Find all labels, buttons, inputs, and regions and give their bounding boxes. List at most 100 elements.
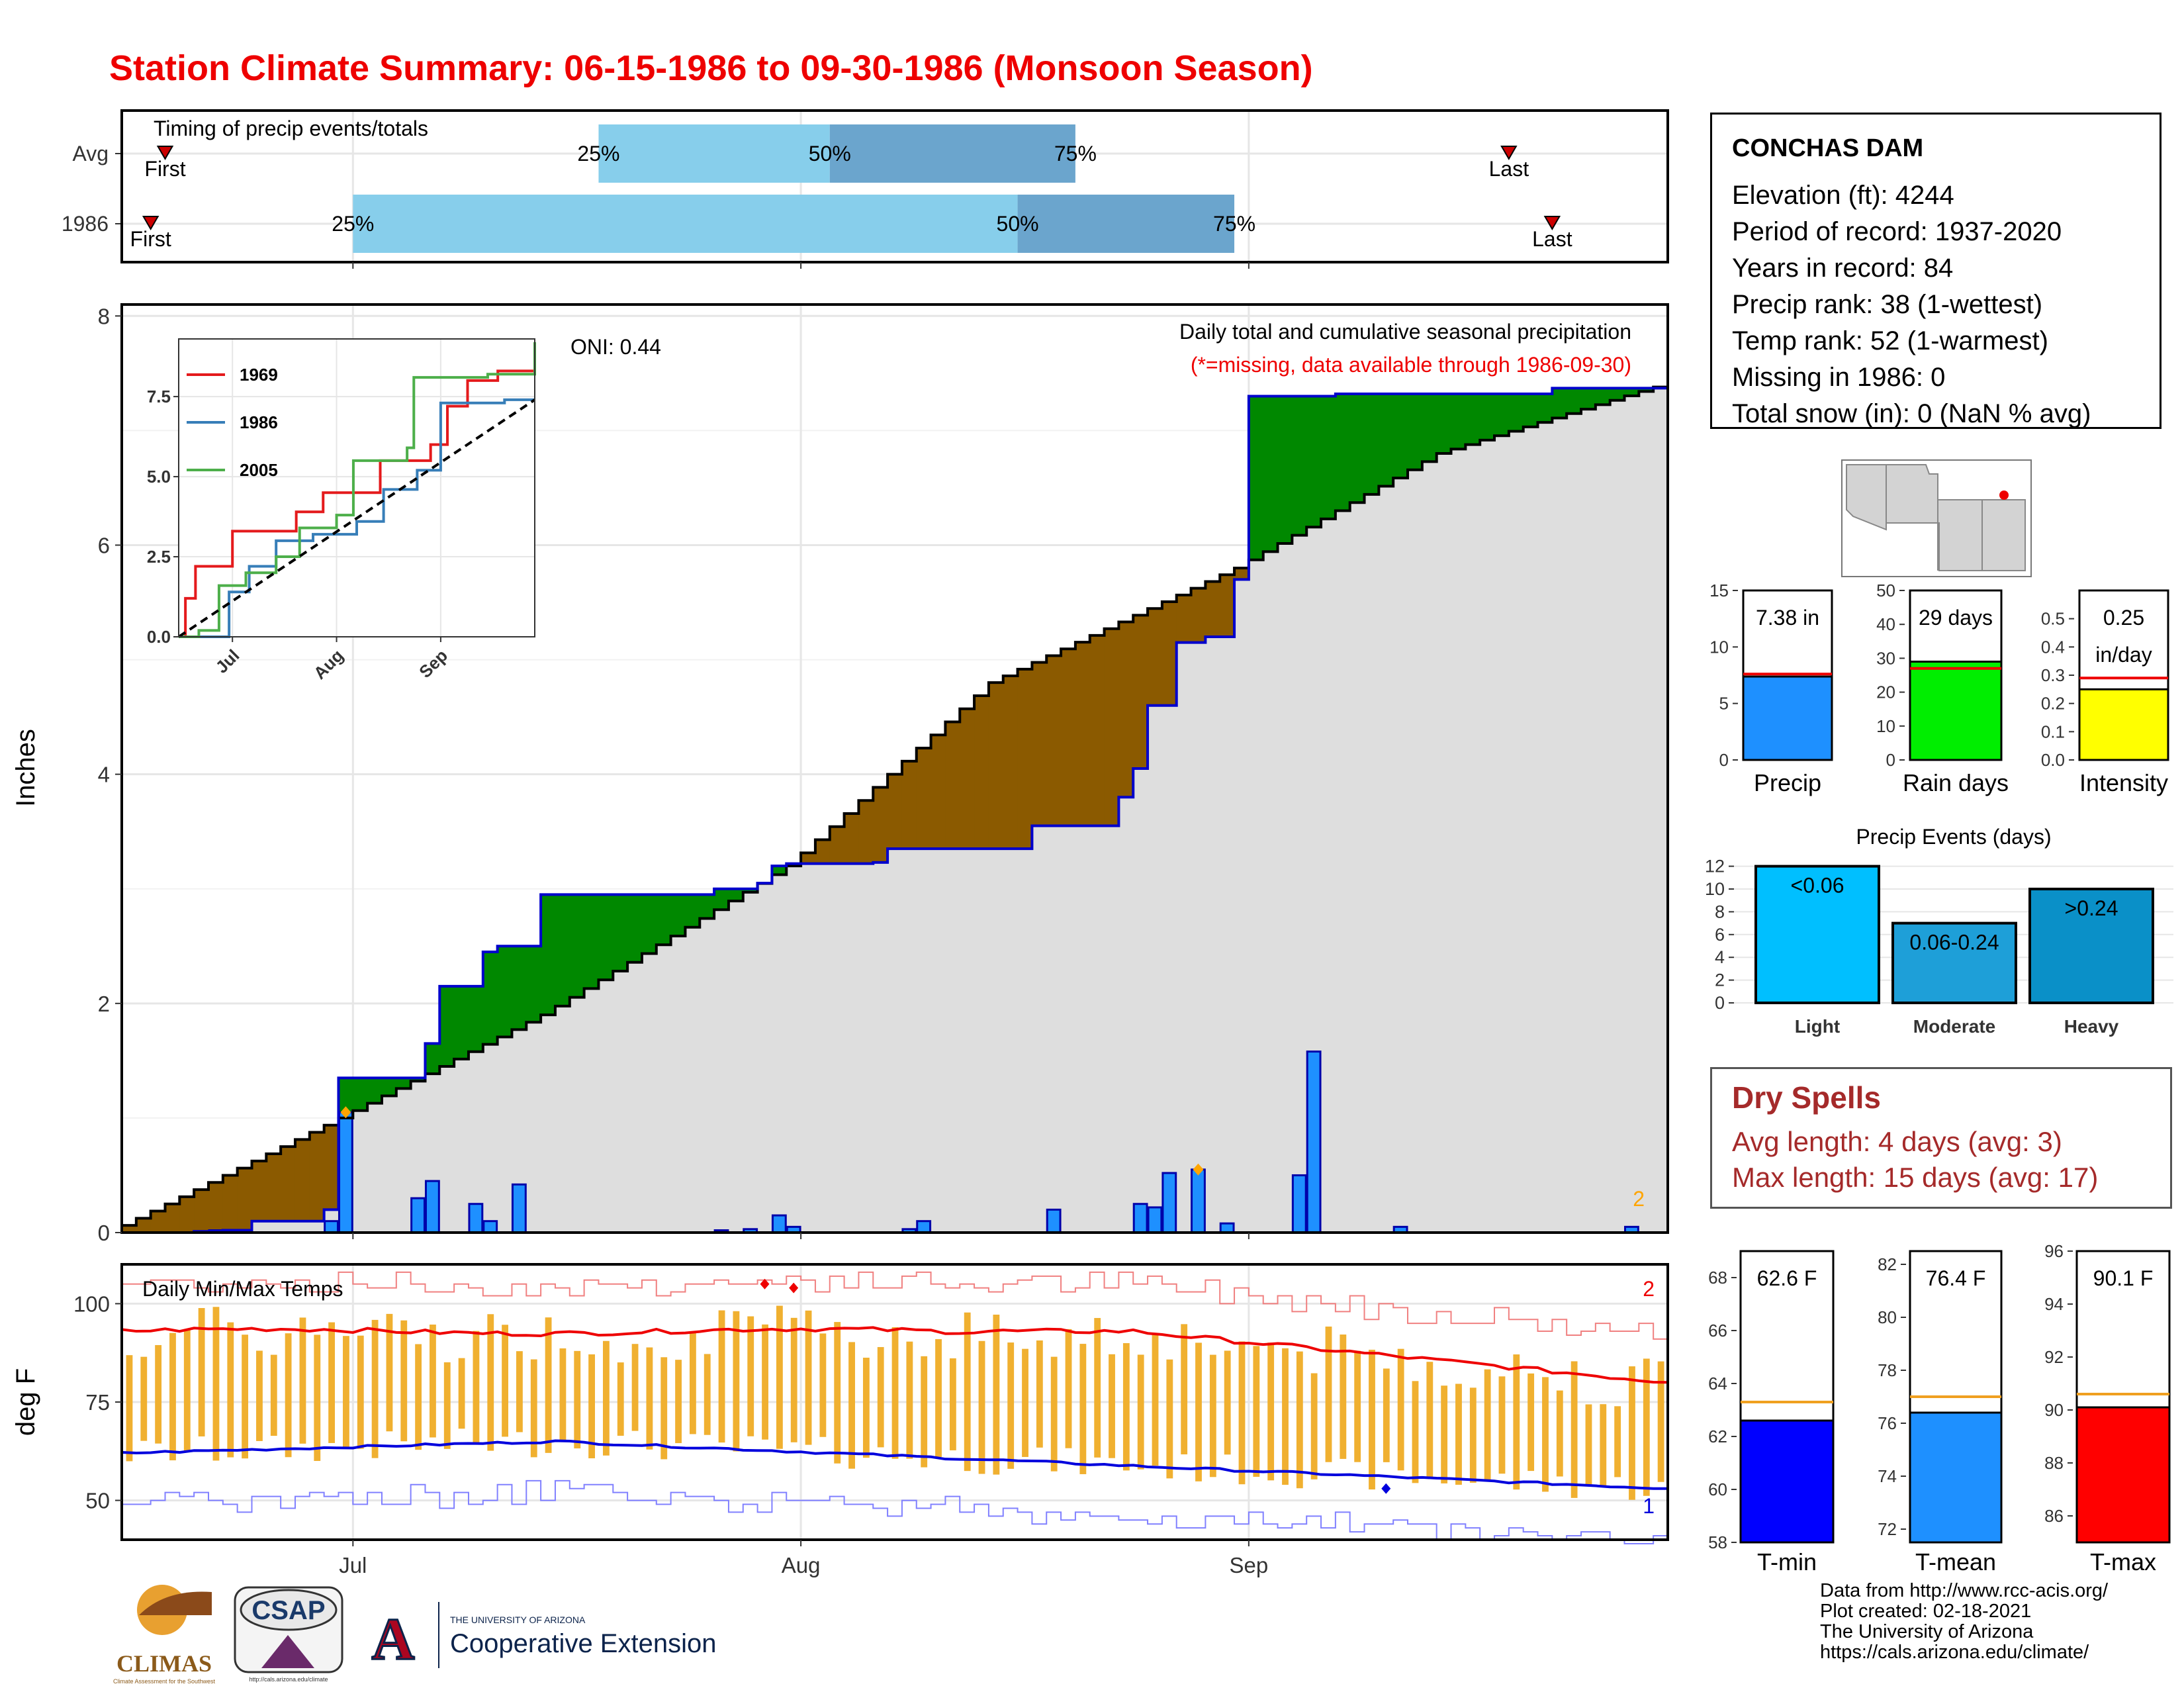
timing-frame — [120, 109, 1669, 263]
temp-range-bar — [1484, 1369, 1491, 1480]
temp-range-bar — [1036, 1340, 1043, 1448]
info-period: Period of record: 1937-2020 — [1732, 217, 2062, 246]
avg-cumulative-line — [122, 385, 1668, 1227]
summary-bar-value: 0.25 — [2103, 606, 2144, 630]
deficit-area — [1148, 608, 1163, 706]
surplus-area — [1465, 394, 1480, 445]
surplus-area — [1523, 394, 1539, 427]
temp-range-bar — [689, 1331, 696, 1434]
temp-range-bar — [1166, 1359, 1173, 1479]
surplus-area — [1263, 396, 1279, 552]
temp-range-bar — [1050, 1356, 1058, 1472]
temp-range-bar — [256, 1350, 263, 1441]
daily-precip-bar — [1191, 1168, 1206, 1234]
temp-count-max: 2 — [1643, 1277, 1655, 1301]
year-cumulative-line — [122, 387, 1668, 1234]
inset-bg — [179, 339, 535, 637]
temp-range-bar — [776, 1305, 783, 1449]
surplus-area — [1379, 394, 1394, 487]
daily-precip-bar — [771, 1214, 787, 1234]
surplus-area — [1624, 388, 1639, 397]
deficit-area — [1234, 568, 1250, 580]
timing-q25-label: 25% — [332, 212, 374, 236]
surplus-area — [1508, 394, 1524, 432]
daily-precip-bar — [424, 1180, 440, 1234]
daily-precip-bar — [1306, 1051, 1322, 1234]
inset-y-tick-label: 5.0 — [147, 467, 171, 487]
temp-range-bar — [921, 1356, 928, 1468]
footer-line-university: The University of Arizona — [1820, 1621, 2034, 1642]
deficit-area — [1003, 676, 1019, 849]
temp-range-bar — [733, 1311, 740, 1452]
temp-bar-y-tick-label: 60 — [1708, 1479, 1727, 1499]
events-bar-light — [1754, 865, 1880, 1004]
temp-range-bar — [545, 1317, 552, 1453]
surplus-area — [1581, 388, 1596, 410]
temp-bar-y-tick-label: 90 — [2044, 1400, 2064, 1420]
deficit-area — [136, 1218, 152, 1233]
deficit-area — [873, 787, 888, 863]
temp-range-bar — [1455, 1383, 1462, 1485]
temp-range-bar — [1369, 1349, 1375, 1490]
temp-range-bar — [1527, 1373, 1535, 1472]
deficit-area — [815, 839, 831, 864]
timing-first-marker — [156, 146, 174, 160]
daily-precip-bar — [482, 1220, 498, 1234]
csap-logo-cloud — [240, 1589, 338, 1631]
oni-label: ONI: 0.44 — [570, 335, 661, 359]
summary-bar-1 — [1909, 661, 2003, 761]
temp-x-tick-label: Aug — [782, 1553, 821, 1577]
temp-range-bar — [1137, 1354, 1144, 1470]
surplus-area — [1292, 396, 1307, 536]
temp-range-bar — [400, 1320, 408, 1442]
temp-range-bar — [357, 1335, 364, 1449]
surplus-area — [1610, 388, 1625, 400]
temp-range-bar — [1340, 1334, 1347, 1459]
temp-bar-y-tick-label: 86 — [2044, 1506, 2064, 1526]
surplus-area — [1422, 394, 1437, 462]
timing-last-label: Last — [1532, 227, 1572, 251]
temp-range-bar — [747, 1316, 754, 1436]
temp-y-tick-label: 75 — [85, 1390, 110, 1415]
temp-range-bar — [1253, 1346, 1260, 1477]
temp-range-bar — [1657, 1361, 1664, 1482]
surplus-area — [685, 894, 700, 927]
temp-range-bar — [1354, 1350, 1361, 1462]
dry-spells-avg: Avg length: 4 days (avg: 3) — [1732, 1126, 2062, 1157]
daily-precip-bar — [324, 1220, 339, 1234]
timing-panel: Avg 25% 50% 75% First Last 1986 25% 50% 75% First L… — [62, 109, 1669, 269]
surplus-area — [1494, 394, 1510, 436]
deficit-area — [1205, 581, 1220, 637]
info-snow: Total snow (in): 0 (NaN % avg) — [1732, 399, 2091, 428]
timing-bar-q2 — [829, 124, 1075, 183]
daily-precip-bar — [1291, 1174, 1307, 1234]
deficit-area — [208, 1182, 224, 1232]
deficit-area — [281, 1147, 296, 1221]
temp-range-bar — [473, 1331, 480, 1445]
temp-range-bar — [834, 1322, 841, 1464]
surplus-area — [613, 894, 628, 971]
temp-range-bar — [935, 1339, 942, 1458]
summary-y-tick-label: 0 — [1886, 750, 1895, 770]
deficit-area — [960, 708, 975, 849]
summary-y-tick-label: 5 — [1719, 694, 1729, 714]
surplus-area — [1321, 396, 1336, 519]
ua-logo-letter: A — [372, 1607, 415, 1672]
timing-q75-label: 75% — [1213, 212, 1255, 236]
dry-spells-box: Dry Spells Avg length: 4 days (avg: 3) M… — [1710, 1067, 2172, 1209]
dry-spells-title: Dry Spells — [1732, 1080, 1881, 1115]
temp-bar-y-tick-label: 72 — [1878, 1519, 1897, 1539]
deficit-area — [945, 722, 960, 849]
daily-precip-bar — [410, 1197, 426, 1234]
temp-bar-0 — [1739, 1419, 1835, 1544]
deficit-area — [1046, 655, 1062, 826]
info-years: Years in record: 84 — [1732, 254, 1954, 283]
temp-range-bar — [140, 1356, 148, 1441]
deficit-area — [988, 682, 1004, 849]
temp-bar-value: 76.4 F — [1926, 1266, 1986, 1290]
temp-range-bar — [1383, 1368, 1390, 1462]
temp-range-bar — [415, 1344, 422, 1450]
deficit-area — [295, 1139, 310, 1221]
avg-tmin-line — [121, 1439, 1668, 1490]
temp-range-bar — [1007, 1342, 1015, 1469]
